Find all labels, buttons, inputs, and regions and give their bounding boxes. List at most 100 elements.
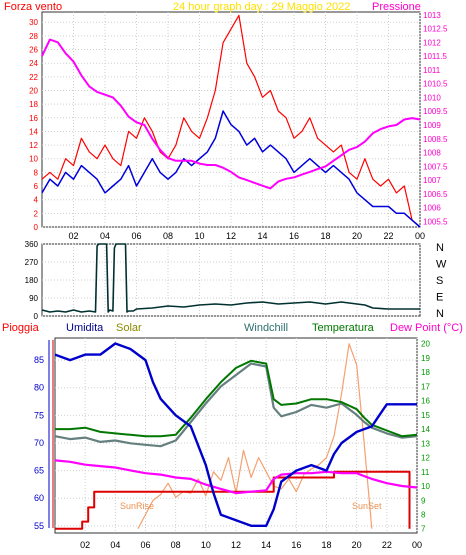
y-tick-label: 1009 — [423, 121, 441, 130]
y-tick-label: 12 — [421, 454, 430, 463]
y-tick-label: 60 — [34, 493, 44, 503]
legend-temperature: Temperatura — [312, 322, 375, 334]
pressure-axis-label: Pressione — [372, 1, 421, 13]
legend-solar: Solar — [116, 322, 142, 334]
y-tick-label: 90 — [29, 294, 38, 303]
x-tick-label: 14 — [257, 231, 267, 241]
y-tick-label: 1005.5 — [423, 217, 448, 226]
compass-label-w: W — [436, 259, 447, 271]
y-tick-label: 65 — [34, 466, 44, 476]
x-tick-label: 04 — [100, 231, 110, 241]
x-tick-label: 20 — [352, 231, 362, 241]
y-tick-label: 1012.5 — [423, 25, 448, 34]
y-tick-label: 1007.5 — [423, 162, 448, 171]
compass-label-n: N — [436, 242, 444, 254]
wind-pressure-panel — [41, 11, 421, 228]
y-tick-label: 85 — [34, 355, 44, 365]
y-tick-label: 28 — [29, 32, 38, 41]
y-tick-label: 0 — [34, 223, 39, 232]
y-tick-label: 1006 — [423, 204, 441, 213]
x-tick-label: 00 — [415, 231, 425, 241]
y-tick-label: 17 — [421, 382, 430, 391]
y-tick-label: 8 — [34, 168, 39, 177]
series-solar — [137, 343, 373, 529]
x-tick-label: 02 — [68, 231, 78, 241]
x-tick-label: 20 — [352, 540, 362, 550]
series-panel-2 — [41, 243, 421, 313]
y-tick-label: 15 — [421, 411, 430, 420]
x-tick-label: 04 — [110, 540, 120, 550]
wind-axis-label: Forza vento — [4, 1, 62, 13]
y-tick-label: 9 — [421, 496, 426, 505]
legend-rain: Pioggia — [2, 322, 40, 334]
y-tick-label: 55 — [34, 521, 44, 531]
y-tick-label: 4 — [34, 196, 39, 205]
x-tick-label: 14 — [261, 540, 271, 550]
y-tick-label: 8 — [421, 510, 426, 519]
y-tick-label: 75 — [34, 410, 44, 420]
y-tick-label: 180 — [25, 276, 39, 285]
y-tick-label: 0 — [34, 312, 39, 321]
x-tick-label: 10 — [201, 540, 211, 550]
y-tick-label: 26 — [29, 46, 38, 55]
y-tick-label: 1007 — [423, 176, 441, 185]
compass-label-n: N — [436, 308, 444, 320]
x-tick-label: 12 — [226, 231, 236, 241]
x-tick-label: 16 — [291, 540, 301, 550]
y-tick-label: 24 — [29, 59, 38, 68]
compass-label-s: S — [436, 275, 443, 287]
x-tick-label: 06 — [131, 231, 141, 241]
y-tick-label: 16 — [29, 114, 38, 123]
sunset-label: SunSet — [352, 501, 382, 511]
y-tick-label: 18 — [421, 368, 430, 377]
y-tick-label: 80 — [34, 383, 44, 393]
y-tick-label: 12 — [29, 141, 38, 150]
y-tick-label: 11 — [421, 468, 430, 477]
x-tick-label: 16 — [289, 231, 299, 241]
y-tick-label: 14 — [29, 127, 38, 136]
y-tick-label: 10 — [29, 155, 38, 164]
y-tick-label: 1012 — [423, 38, 441, 47]
compass-label-e: E — [436, 292, 443, 304]
y-tick-label: 20 — [421, 340, 430, 349]
y-tick-label: 1011.5 — [423, 52, 447, 61]
y-tick-label: 1006.5 — [423, 190, 448, 199]
y-tick-label: 1008 — [423, 149, 441, 158]
y-tick-label: 1010.5 — [423, 80, 448, 89]
x-tick-label: 10 — [194, 231, 204, 241]
grid-panel-1 — [42, 12, 421, 228]
legend-windchill: Windchill — [244, 322, 288, 334]
y-tick-label: 270 — [25, 258, 39, 267]
y-tick-label: 16 — [421, 397, 430, 406]
x-tick-label: 00 — [412, 540, 422, 550]
series-umidita — [54, 342, 417, 527]
series-panel-1 — [41, 14, 421, 228]
y-tick-label: 10 — [421, 482, 430, 491]
x-tick-label: 12 — [231, 540, 241, 550]
y-tick-label: 22 — [29, 73, 38, 82]
y-tick-label: 18 — [29, 100, 38, 109]
y-tick-label: 7 — [421, 525, 426, 534]
tick-labels: 02 04 06 08 10 12 14 16 18 20 22 000246810121416182… — [25, 11, 448, 550]
y-tick-label: 20 — [29, 86, 38, 95]
y-tick-label: 1009.5 — [423, 107, 448, 116]
y-tick-label: 13 — [421, 439, 430, 448]
y-tick-label: 19 — [421, 354, 430, 363]
y-tick-label: 1010 — [423, 93, 441, 102]
y-tick-label: 14 — [421, 425, 430, 434]
x-tick-label: 22 — [383, 231, 393, 241]
y-tick-label: 2 — [34, 209, 39, 218]
legend-dew-point: Dew Point (°C) — [390, 322, 463, 334]
x-tick-label: 02 — [80, 540, 90, 550]
series-panel-3 — [54, 342, 418, 530]
y-tick-label: 1008.5 — [423, 135, 448, 144]
grid-panel-3 — [55, 338, 418, 533]
y-tick-label: 70 — [34, 438, 44, 448]
y-tick-label: 1011 — [423, 66, 441, 75]
x-tick-label: 18 — [321, 540, 331, 550]
y-tick-label: 1013 — [423, 11, 441, 20]
x-tick-label: 18 — [320, 231, 330, 241]
x-tick-label: 22 — [382, 540, 392, 550]
